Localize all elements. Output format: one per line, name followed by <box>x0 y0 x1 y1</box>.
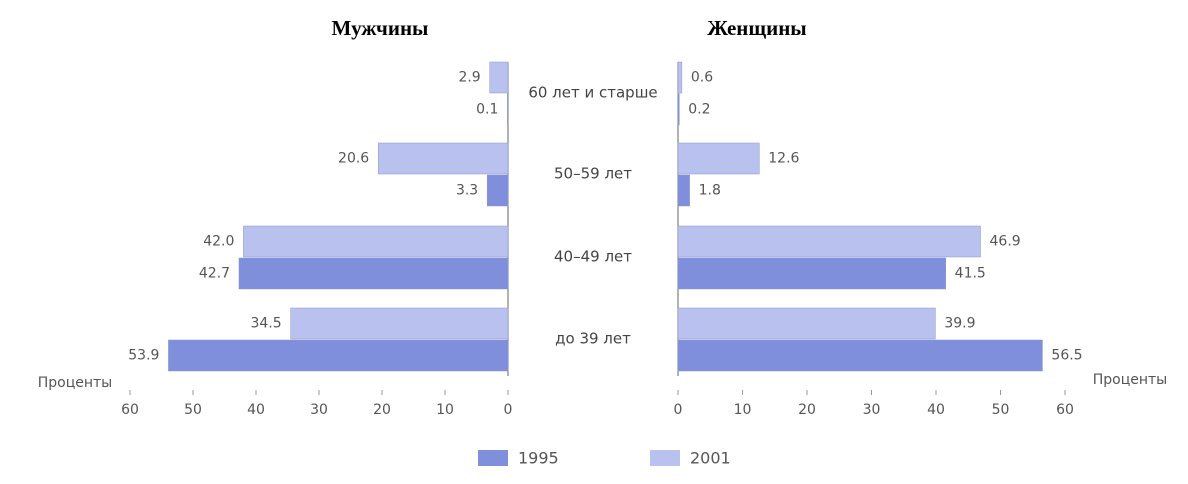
bar <box>677 142 760 175</box>
panel-title: Мужчины <box>332 16 429 40</box>
bar <box>243 225 509 258</box>
data-label: 34.5 <box>250 316 281 332</box>
category-label: 60 лет и старше <box>528 84 657 102</box>
legend-swatch <box>478 450 508 466</box>
x-tick-label: 30 <box>863 402 881 418</box>
data-label: 2.9 <box>458 70 480 86</box>
bar <box>486 174 509 207</box>
data-label: 39.9 <box>944 316 975 332</box>
bar <box>677 339 1043 372</box>
axis-label: Проценты <box>38 375 112 391</box>
data-label: 12.6 <box>768 151 799 167</box>
x-tick-label: 60 <box>121 402 139 418</box>
bar <box>677 174 690 207</box>
x-tick-label: 40 <box>927 402 945 418</box>
x-tick-label: 20 <box>798 402 816 418</box>
x-tick-label: 50 <box>184 402 202 418</box>
bar <box>677 307 936 340</box>
panel-title: Женщины <box>707 16 806 40</box>
data-label: 3.3 <box>456 183 478 199</box>
bar <box>677 93 680 126</box>
data-label: 42.7 <box>199 266 230 282</box>
bar <box>238 257 509 290</box>
data-label: 42.0 <box>203 234 234 250</box>
legend-label: 2001 <box>690 449 731 468</box>
data-label: 0.1 <box>476 102 498 118</box>
legend-label: 1995 <box>518 449 559 468</box>
bar <box>507 93 509 126</box>
bar <box>290 307 509 340</box>
category-label: 50–59 лет <box>554 165 632 183</box>
x-tick-label: 10 <box>734 402 752 418</box>
bar <box>677 257 946 290</box>
bar <box>677 61 683 94</box>
bar <box>677 225 981 258</box>
x-tick-label: 0 <box>504 402 513 418</box>
data-label: 0.6 <box>691 70 713 86</box>
x-tick-label: 10 <box>436 402 454 418</box>
x-tick-label: 20 <box>373 402 391 418</box>
bar <box>489 61 509 94</box>
x-tick-label: 60 <box>1056 402 1074 418</box>
bar <box>168 339 509 372</box>
category-label: до 39 лет <box>555 330 631 348</box>
x-tick-label: 40 <box>247 402 265 418</box>
x-tick-label: 50 <box>992 402 1010 418</box>
data-label: 46.9 <box>990 234 1021 250</box>
axis-label: Проценты <box>1093 372 1167 388</box>
legend-swatch <box>650 450 680 466</box>
data-label: 1.8 <box>699 183 721 199</box>
x-tick-label: 0 <box>674 402 683 418</box>
data-label: 41.5 <box>955 266 986 282</box>
data-label: 53.9 <box>128 348 159 364</box>
bar <box>377 142 509 175</box>
data-label: 56.5 <box>1051 348 1082 364</box>
data-label: 0.2 <box>688 102 710 118</box>
data-label: 20.6 <box>338 151 369 167</box>
category-label: 40–49 лет <box>554 248 632 266</box>
x-tick-label: 30 <box>310 402 328 418</box>
